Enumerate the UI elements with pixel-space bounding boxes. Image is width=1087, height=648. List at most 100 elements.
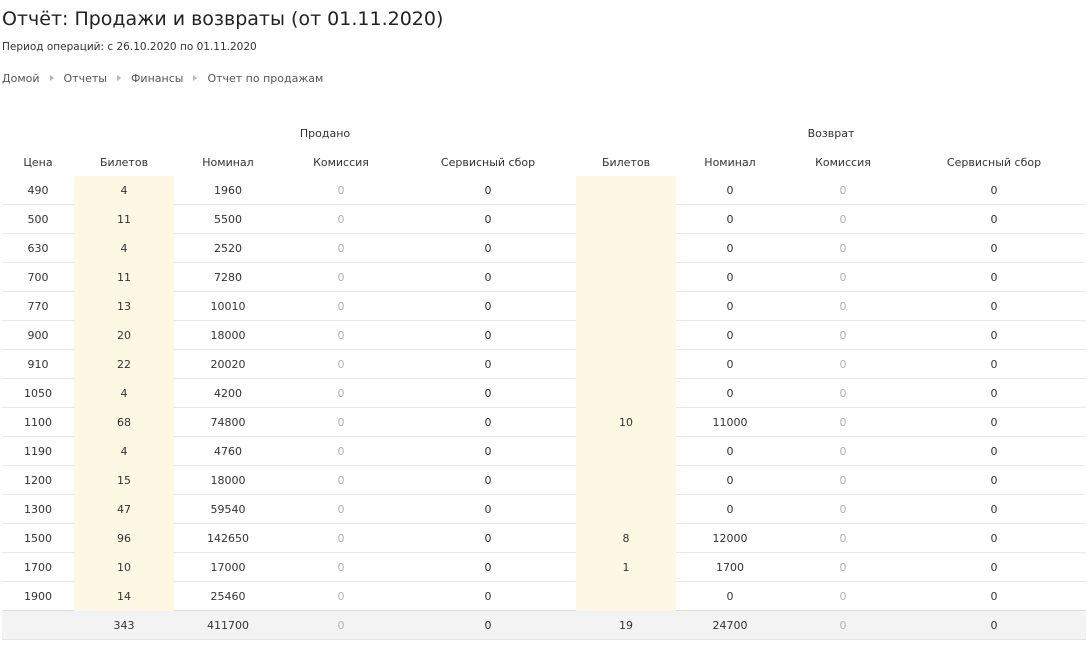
- cell-returned-commission: 0: [784, 465, 903, 495]
- cell-returned-tickets: [576, 465, 677, 495]
- cell-sold-commission: 0: [282, 523, 400, 553]
- cell-sold-service-fee: 0: [400, 436, 577, 466]
- group-header-spacer: [2, 119, 74, 148]
- cell-sold-tickets: 47: [74, 494, 174, 524]
- cell-sold-tickets: 14: [74, 581, 174, 611]
- breadcrumb-reports[interactable]: Отчеты: [63, 71, 107, 85]
- column-header-returned-commission: Комиссия: [815, 155, 871, 169]
- cell-sold-service-fee: 0: [400, 291, 577, 321]
- column-header-returned-service-fee: Сервисный сбор: [946, 155, 1042, 169]
- cell-returned-commission: 0: [784, 407, 903, 437]
- cell-sold-service-fee: 0: [400, 349, 577, 379]
- totals-returned-tickets: 19: [576, 610, 677, 640]
- cell-returned-tickets: [576, 436, 677, 466]
- totals-row: 343 411700 0 0 19 24700 0 0: [2, 610, 1087, 640]
- table-row: 1190 4 4760 0 0 0 0 0: [2, 436, 1087, 466]
- cell-returned-commission: 0: [784, 349, 903, 379]
- cell-returned-tickets: [576, 494, 677, 524]
- cell-returned-service-fee: 0: [902, 581, 1087, 611]
- cell-sold-service-fee: 0: [400, 523, 577, 553]
- cell-sold-nominal: 25460: [174, 581, 282, 611]
- breadcrumb-home[interactable]: Домой: [2, 71, 40, 85]
- cell-returned-commission: 0: [784, 320, 903, 350]
- cell-returned-commission: 0: [784, 176, 903, 205]
- cell-sold-nominal: 142650: [174, 523, 282, 553]
- table-row: 770 13 10010 0 0 0 0 0: [2, 291, 1087, 321]
- cell-returned-tickets: [576, 291, 677, 321]
- table-row: 490 4 1960 0 0 0 0 0: [2, 176, 1087, 205]
- cell-price: 900: [2, 320, 74, 350]
- cell-sold-tickets: 68: [74, 407, 174, 437]
- column-header-sold-tickets: Билетов: [99, 155, 149, 169]
- cell-returned-tickets: [576, 320, 677, 350]
- breadcrumb: Домой Отчеты Финансы Отчет по продажам: [2, 70, 323, 86]
- table-row: 1700 10 17000 0 0 1 1700 0 0: [2, 552, 1087, 582]
- cell-price: 1100: [2, 407, 74, 437]
- cell-returned-commission: 0: [784, 436, 903, 466]
- totals-returned-service-fee: 0: [902, 610, 1087, 640]
- cell-sold-nominal: 5500: [174, 204, 282, 234]
- cell-returned-nominal: 0: [676, 291, 785, 321]
- cell-price: 500: [2, 204, 74, 234]
- cell-sold-nominal: 4760: [174, 436, 282, 466]
- cell-returned-tickets: 10: [576, 407, 677, 437]
- cell-sold-tickets: 96: [74, 523, 174, 553]
- cell-returned-service-fee: 0: [902, 494, 1087, 524]
- table-row: 910 22 20020 0 0 0 0 0: [2, 349, 1087, 379]
- totals-sold-service-fee: 0: [400, 610, 577, 640]
- period-info: Период операций: с 26.10.2020 по 01.11.2…: [2, 41, 257, 53]
- cell-returned-service-fee: 0: [902, 291, 1087, 321]
- cell-returned-nominal: 0: [676, 465, 785, 495]
- cell-sold-service-fee: 0: [400, 204, 577, 234]
- cell-returned-nominal: 0: [676, 176, 785, 205]
- group-header-returned: Возврат: [807, 127, 855, 140]
- cell-returned-service-fee: 0: [902, 204, 1087, 234]
- cell-returned-service-fee: 0: [902, 349, 1087, 379]
- cell-sold-service-fee: 0: [400, 407, 577, 437]
- cell-sold-service-fee: 0: [400, 465, 577, 495]
- cell-price: 700: [2, 262, 74, 292]
- cell-returned-commission: 0: [784, 204, 903, 234]
- cell-returned-tickets: [576, 204, 677, 234]
- cell-returned-service-fee: 0: [902, 523, 1087, 553]
- totals-price-cell: [2, 610, 74, 640]
- column-header-returned-tickets: Билетов: [601, 155, 651, 169]
- cell-price: 490: [2, 176, 74, 205]
- cell-sold-commission: 0: [282, 436, 400, 466]
- breadcrumb-separator-icon: [49, 75, 54, 81]
- cell-sold-nominal: 2520: [174, 233, 282, 263]
- cell-sold-commission: 0: [282, 378, 400, 408]
- cell-price: 910: [2, 349, 74, 379]
- cell-returned-tickets: [576, 378, 677, 408]
- cell-sold-tickets: 4: [74, 176, 174, 205]
- cell-returned-commission: 0: [784, 233, 903, 263]
- totals-sold-commission: 0: [282, 610, 400, 640]
- cell-returned-nominal: 0: [676, 436, 785, 466]
- cell-sold-commission: 0: [282, 204, 400, 234]
- cell-sold-service-fee: 0: [400, 378, 577, 408]
- cell-returned-tickets: [576, 262, 677, 292]
- cell-sold-tickets: 10: [74, 552, 174, 582]
- cell-returned-service-fee: 0: [902, 465, 1087, 495]
- table-row: 1300 47 59540 0 0 0 0 0: [2, 494, 1087, 524]
- cell-sold-nominal: 17000: [174, 552, 282, 582]
- cell-sold-nominal: 4200: [174, 378, 282, 408]
- cell-sold-nominal: 10010: [174, 291, 282, 321]
- cell-price: 630: [2, 233, 74, 263]
- cell-sold-commission: 0: [282, 233, 400, 263]
- totals-sold-tickets: 343: [74, 610, 174, 640]
- cell-returned-tickets: [576, 233, 677, 263]
- cell-sold-commission: 0: [282, 581, 400, 611]
- table-row: 900 20 18000 0 0 0 0 0: [2, 320, 1087, 350]
- cell-sold-tickets: 11: [74, 262, 174, 292]
- cell-sold-commission: 0: [282, 262, 400, 292]
- cell-returned-nominal: 0: [676, 204, 785, 234]
- cell-returned-commission: 0: [784, 581, 903, 611]
- cell-returned-commission: 0: [784, 523, 903, 553]
- cell-returned-commission: 0: [784, 262, 903, 292]
- cell-sold-commission: 0: [282, 291, 400, 321]
- breadcrumb-finance[interactable]: Финансы: [130, 71, 184, 85]
- totals-returned-commission: 0: [784, 610, 903, 640]
- cell-returned-service-fee: 0: [902, 378, 1087, 408]
- page-title: Отчёт: Продажи и возвраты (от 01.11.2020…: [2, 8, 444, 30]
